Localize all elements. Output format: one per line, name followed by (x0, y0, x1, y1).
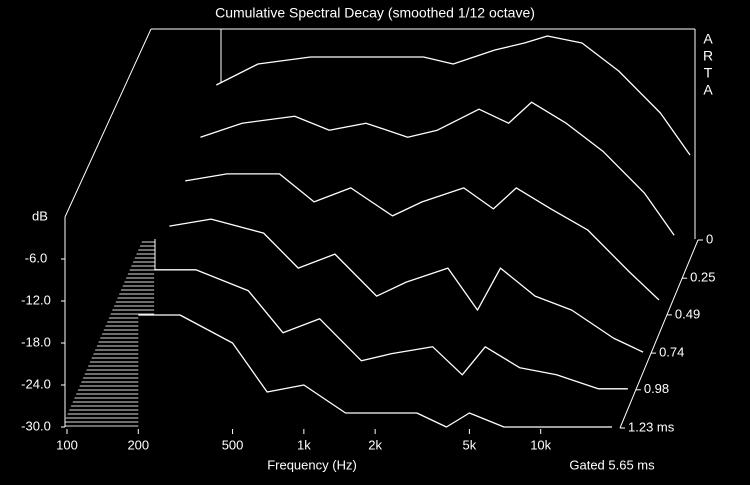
decay-slice (200, 101, 675, 236)
gated-note: Gated 5.65 ms (569, 457, 655, 472)
x-tick-label: 5k (463, 437, 477, 452)
z-tick-label: 0.98 (644, 381, 669, 396)
y-tick-label: -24.0 (21, 376, 51, 391)
x-axis-label: Frequency (Hz) (267, 457, 357, 472)
z-tick-label: 0.74 (659, 345, 684, 360)
decay-slice (216, 35, 691, 156)
slice-occluder (169, 219, 644, 353)
y-tick-label: -12.0 (21, 292, 51, 307)
z-tick-label: 1.23 ms (628, 419, 675, 434)
y-tick-label: -18.0 (21, 334, 51, 349)
watermark-letter: R (703, 48, 713, 64)
depth-diagonal (64, 28, 152, 218)
x-tick-label: 500 (222, 437, 244, 452)
z-axis-line (619, 239, 699, 429)
decay-slice (169, 218, 644, 353)
low-frequency-hatch (65, 239, 155, 427)
x-tick-label: 100 (56, 437, 78, 452)
decay-slice (185, 173, 660, 301)
slice-occluder (154, 269, 628, 389)
y-tick-label: -30.0 (21, 418, 51, 433)
x-tick-label: 1k (297, 437, 311, 452)
x-tick-label: 2k (368, 437, 382, 452)
z-tick-label: 0.49 (675, 306, 700, 321)
watermark-letter: A (703, 82, 713, 98)
decay-slice (138, 314, 612, 428)
decay-slice (154, 269, 628, 390)
watermark-letter: A (703, 31, 713, 47)
z-tick-label: 0.25 (690, 270, 715, 285)
chart-title: Cumulative Spectral Decay (smoothed 1/12… (215, 5, 535, 21)
y-axis-label: dB (32, 208, 48, 223)
x-tick-label: 200 (127, 437, 149, 452)
slice-occluder (138, 315, 613, 427)
watermark-letter: T (704, 65, 713, 81)
x-tick-label: 10k (530, 437, 551, 452)
y-tick-label: -6.0 (25, 250, 47, 265)
z-tick-label: 0 (706, 231, 713, 246)
